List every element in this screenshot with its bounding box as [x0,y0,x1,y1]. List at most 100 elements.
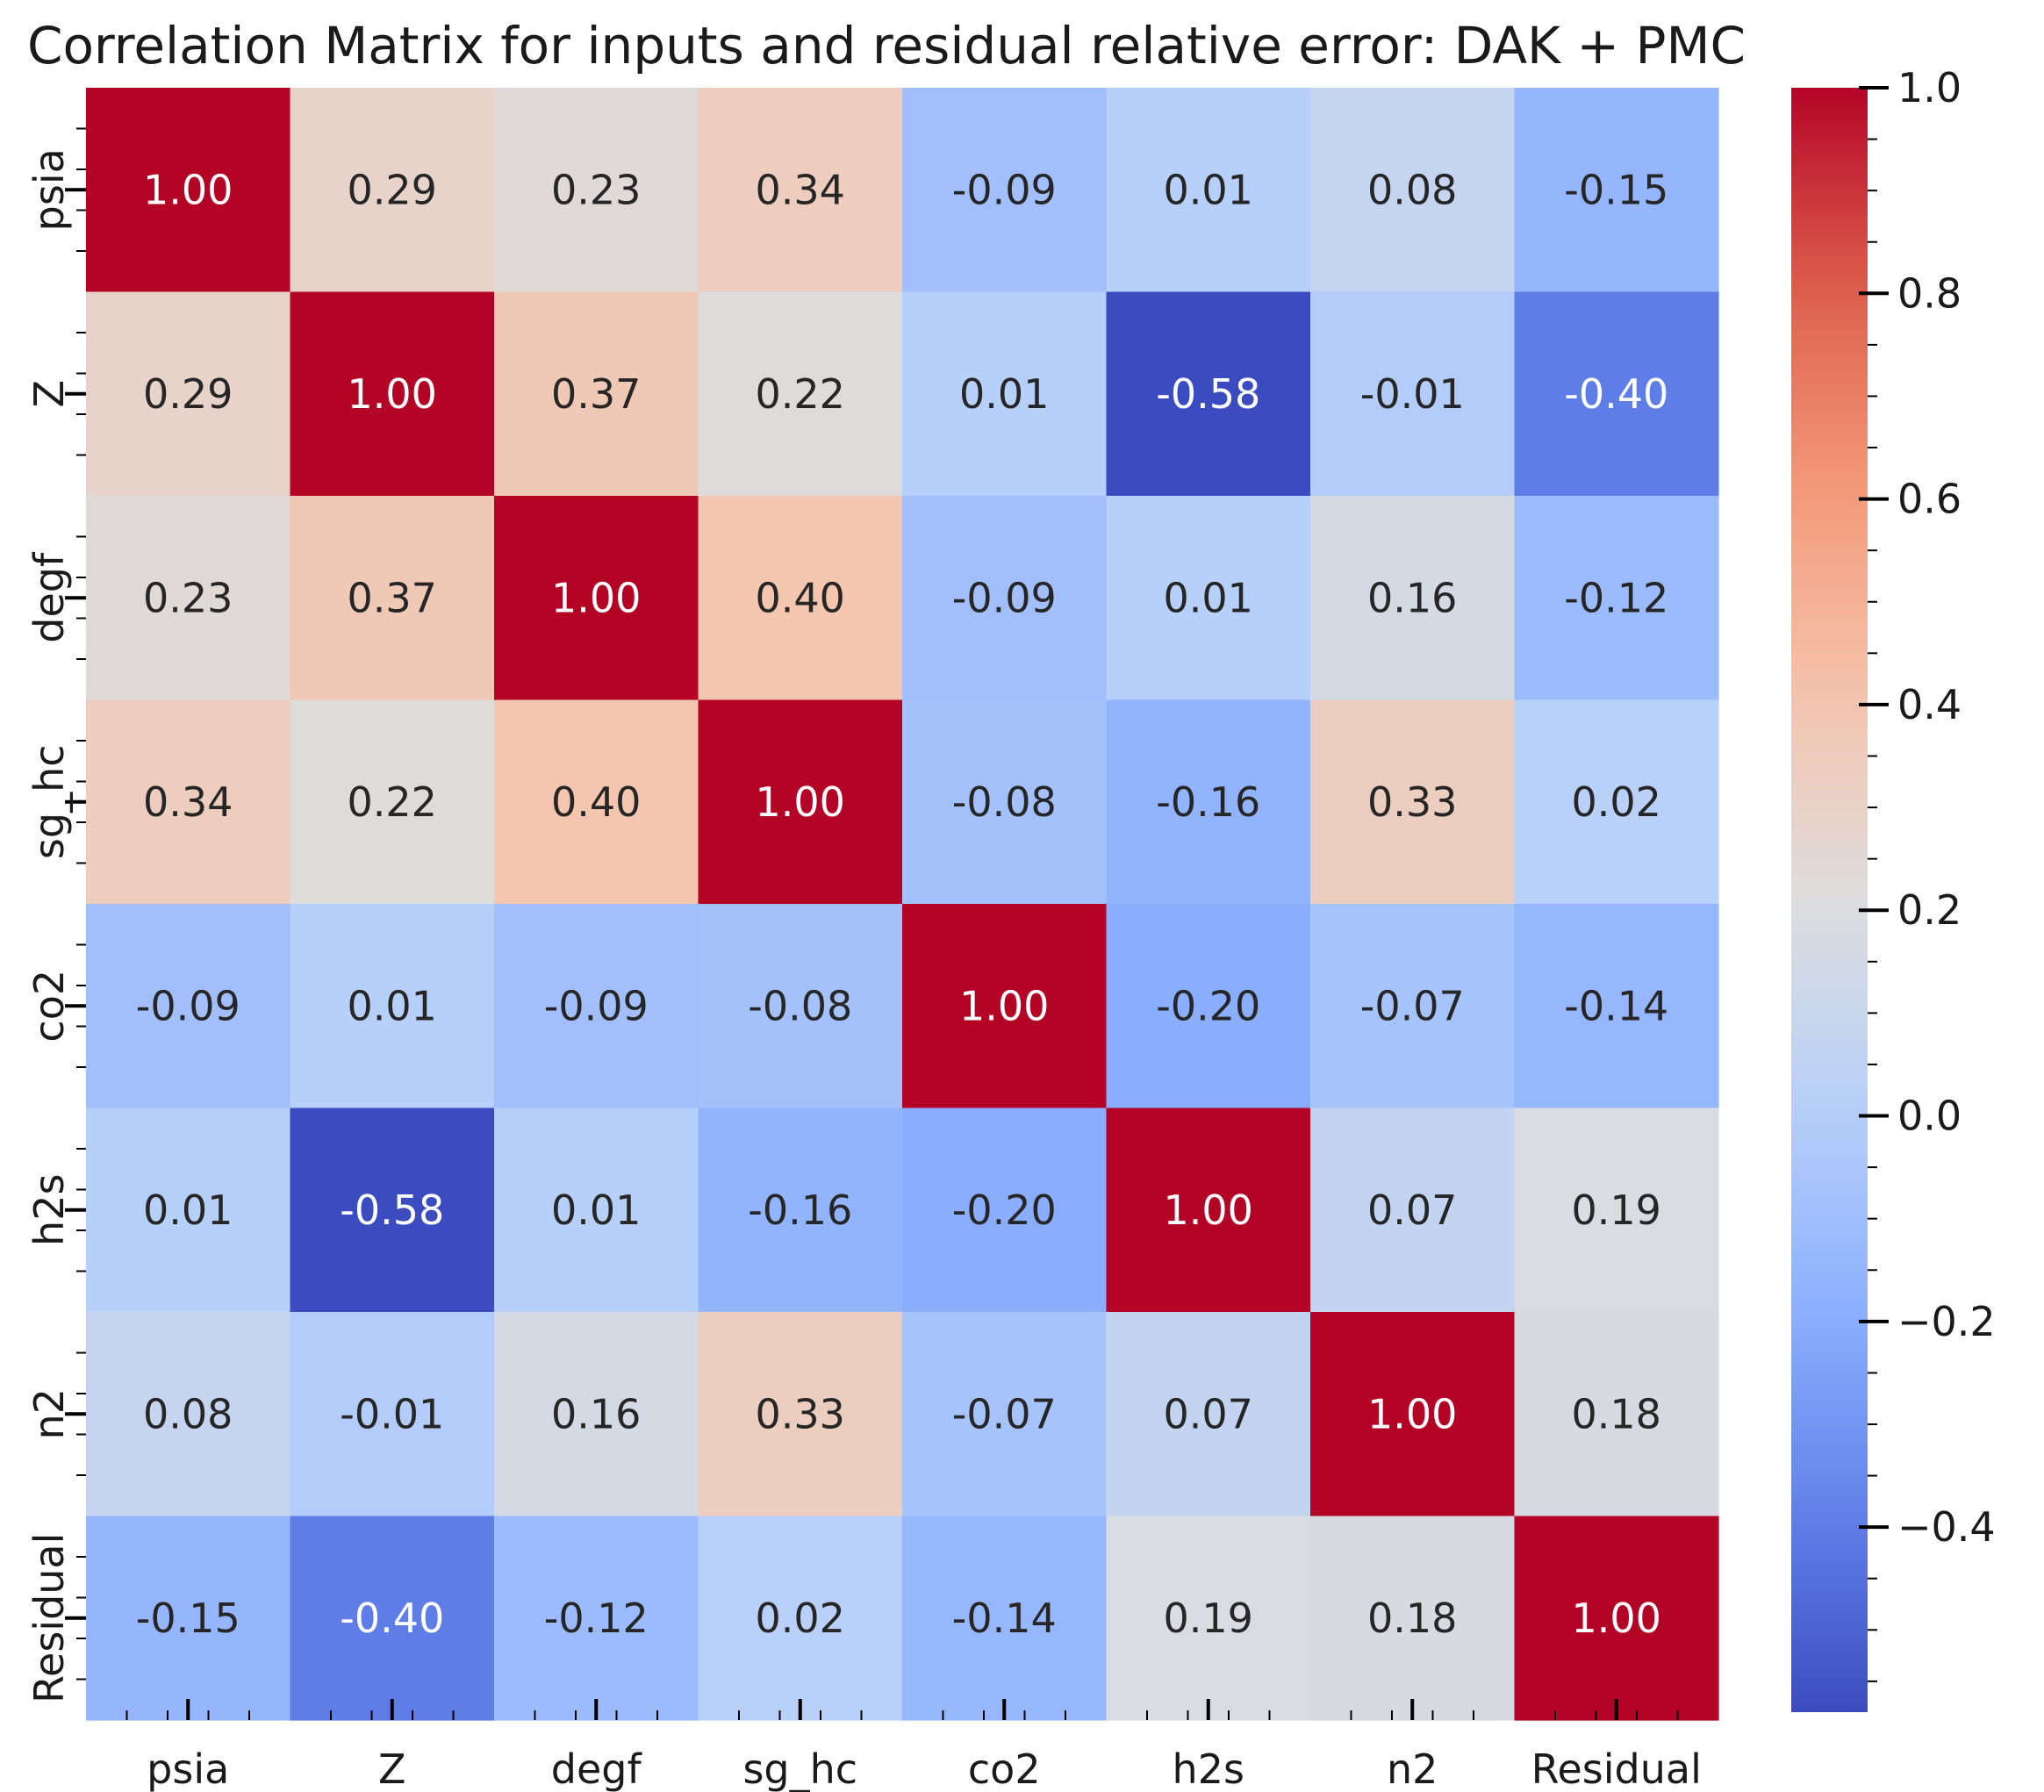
heatmap-cell [1514,1516,1719,1721]
cell-value-label: 1.00 [756,778,845,826]
x-tick-label: degf [551,1745,643,1792]
y-tick-label: h2s [25,1174,73,1246]
cell-value-label: 0.16 [551,1390,641,1437]
heatmap-cell [1106,699,1311,905]
heatmap-cell [494,496,699,701]
x-tick-label: n2 [1387,1745,1438,1792]
heatmap-annotations: 1.00 0.29 0.23 0.34 -0.09 0.01 0.08 -0.15 0.29 1.… [136,166,1669,1642]
cell-value-label: -0.40 [1564,370,1668,418]
cell-value-label: 1.00 [348,370,437,418]
cell-value-label: -0.20 [1156,982,1260,1029]
cell-value-label: 0.01 [959,370,1049,418]
heatmap-cell [1310,291,1516,497]
cell-value-label: 0.08 [143,1390,233,1437]
cell-value-label: 0.01 [1164,574,1253,621]
heatmap-cell [1106,904,1311,1109]
cell-value-label: -0.09 [952,166,1057,213]
cell-value-label: 0.23 [143,574,233,621]
heatmap-cell [1106,291,1311,497]
cell-value-label: 0.02 [1572,778,1661,826]
cell-value-label: -0.09 [544,982,649,1029]
cell-value-label: 0.07 [1164,1390,1253,1437]
heatmap-cell [698,1107,903,1313]
cell-value-label: -0.09 [952,574,1057,621]
colorbar-tick-label: −0.2 [1897,1298,1996,1345]
heatmap-cell [902,1516,1108,1721]
heatmap-cell [1310,699,1516,905]
cell-value-label: 0.22 [756,370,845,418]
cell-value-label: -0.12 [1564,574,1668,621]
heatmap-cell [86,496,291,701]
cell-value-label: -0.14 [952,1595,1057,1642]
cell-value-label: 1.00 [959,982,1049,1029]
colorbar: 1.0 0.8 0.6 0.4 0.2 0.0 −0.2 −0.4 [1791,64,1996,1712]
cell-value-label: 0.01 [348,982,437,1029]
heatmap-cell [86,88,291,293]
heatmap-cell [86,1107,291,1313]
cell-value-label: 0.37 [348,574,437,621]
heatmap-cell [494,291,699,497]
cell-value-label: -0.01 [340,1390,444,1437]
cell-value-label: 0.37 [551,370,641,418]
heatmap-cell [1310,88,1516,293]
x-tick-label: sg_hc [742,1745,857,1792]
chart-title: Correlation Matrix for inputs and residu… [27,16,1746,75]
heatmap-cell [698,291,903,497]
x-tick-label: Z [378,1745,406,1792]
heatmap-cell [86,1312,291,1517]
heatmap-cell [86,904,291,1109]
colorbar-tick-label: −0.4 [1897,1503,1996,1551]
cell-value-label: 0.34 [756,166,845,213]
cell-value-label: -0.07 [1360,982,1465,1029]
heatmap-cell [1310,1312,1516,1517]
heatmap-cell [290,1107,495,1313]
heatmap-cell [290,1312,495,1517]
cell-value-label: 0.34 [143,778,233,826]
cell-value-label: 0.01 [143,1186,233,1234]
y-tick-label: degf [25,551,73,643]
x-tick-label: psia [147,1745,229,1792]
heatmap-cell [698,699,903,905]
cell-value-label: 1.00 [143,166,233,213]
heatmap-cell [902,291,1108,497]
colorbar-tick-label: 1.0 [1897,64,1962,111]
cell-value-label: 0.22 [348,778,437,826]
colorbar-tick-label: 0.0 [1897,1093,1962,1140]
heatmap-cell [902,1107,1108,1313]
y-tick-label: sg_hc [25,744,73,859]
colorbar-tick-label: 0.6 [1897,476,1962,523]
heatmap-cell [1310,904,1516,1109]
heatmap-cell [86,1516,291,1721]
heatmap-cell [290,1516,495,1721]
heatmap-cell [1514,88,1719,293]
cell-value-label: 0.01 [1164,166,1253,213]
cell-value-label: 0.19 [1572,1186,1661,1234]
cell-value-label: -0.07 [952,1390,1057,1437]
heatmap-cell [290,291,495,497]
heatmap-cell [494,88,699,293]
x-tick-label: co2 [968,1745,1041,1792]
heatmap-cell [1514,1107,1719,1313]
cell-value-label: 1.00 [1367,1390,1457,1437]
heatmap-cell [290,496,495,701]
cell-value-label: -0.58 [340,1186,444,1234]
cell-value-label: -0.15 [1564,166,1668,213]
cell-value-label: 0.29 [143,370,233,418]
heatmap-cell [1106,1516,1311,1721]
heatmap-cell [494,1107,699,1313]
y-tick-label: Z [25,380,73,408]
heatmap-cell [698,904,903,1109]
cell-value-label: -0.16 [748,1186,852,1234]
cell-value-label: 0.02 [756,1595,845,1642]
heatmap-cell [902,699,1108,905]
cell-value-label: -0.15 [136,1595,240,1642]
cell-value-label: 0.40 [551,778,641,826]
cell-value-label: -0.14 [1564,982,1668,1029]
cell-value-label: 0.08 [1367,166,1457,213]
y-tick-label: Residual [25,1533,73,1703]
cell-value-label: 0.33 [756,1390,845,1437]
y-tick-label: n2 [25,1388,73,1439]
